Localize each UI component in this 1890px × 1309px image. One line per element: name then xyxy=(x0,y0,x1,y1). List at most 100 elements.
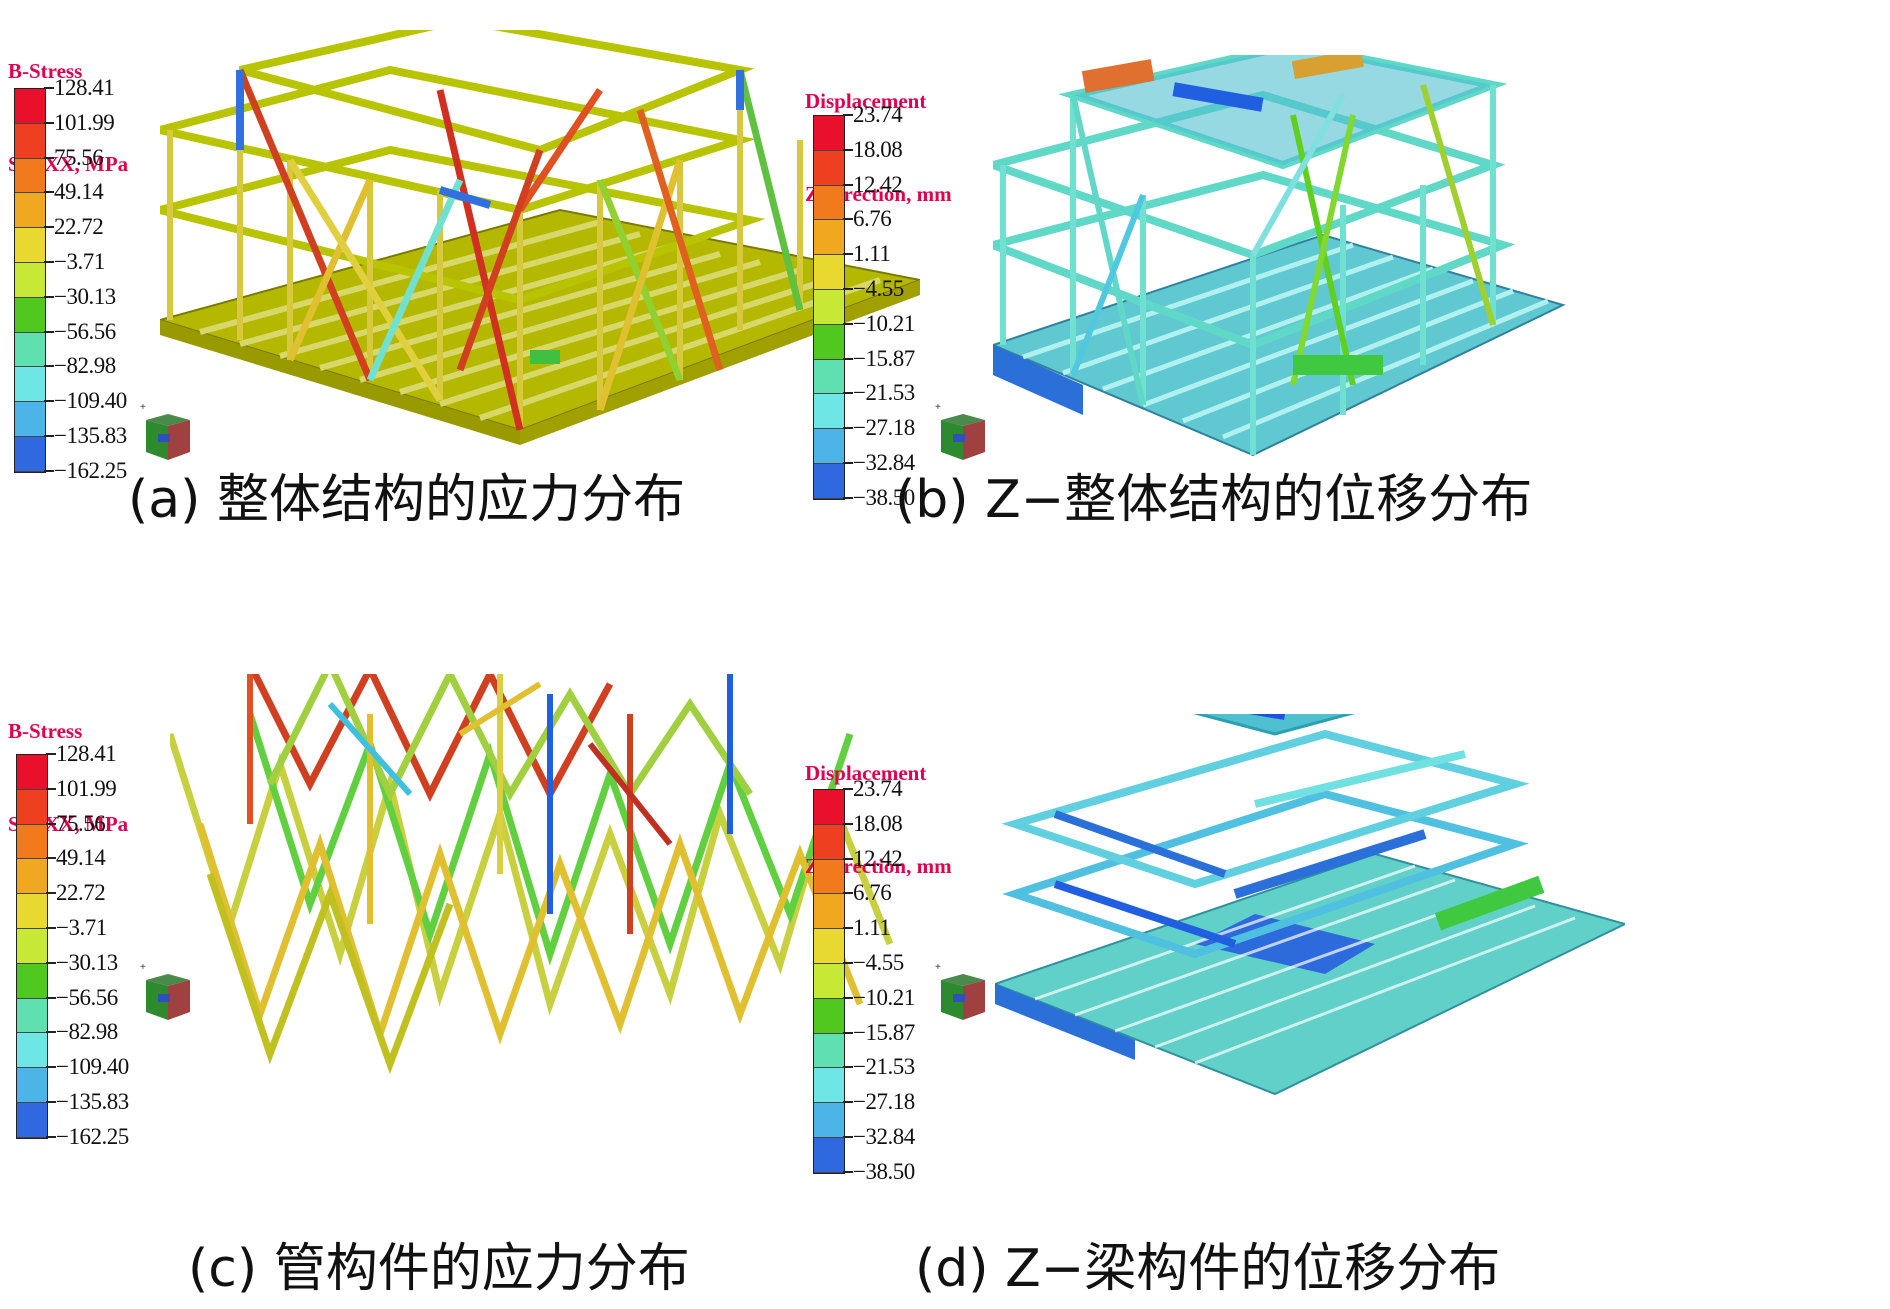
legend-tick xyxy=(46,787,56,790)
legend-tick-label: 12.42 xyxy=(853,171,903,197)
legend-tick xyxy=(46,1031,56,1034)
legend-swatch xyxy=(814,1033,844,1069)
legend-swatch xyxy=(814,394,844,430)
legend-tick xyxy=(843,148,853,151)
legend-tick xyxy=(44,87,54,89)
legend-tick-label: 128.41 xyxy=(54,75,115,100)
panel-caption: (b) Z−整体结构的位移分布 xyxy=(895,470,1533,530)
legend-tick-label: 12.42 xyxy=(853,845,903,871)
legend-tick xyxy=(44,226,54,229)
legend-tick-label: 75.56 xyxy=(56,810,106,836)
tube-members-stress xyxy=(170,674,894,1075)
legend-tick xyxy=(843,427,853,430)
legend-tick-label: 128.41 xyxy=(56,741,117,766)
legend-swatch xyxy=(814,185,844,221)
legend-tick xyxy=(843,496,853,499)
orientation-cube-icon: + xyxy=(140,402,190,460)
legend-tick-label: −30.13 xyxy=(56,949,118,975)
legend-tick-label: 22.72 xyxy=(54,214,104,240)
legend-color-bar xyxy=(813,789,845,1174)
legend-tick-label: −27.18 xyxy=(853,1089,915,1115)
panel-caption: (d) Z−梁构件的位移分布 xyxy=(915,1239,1501,1299)
legend-tick-label: −109.40 xyxy=(56,1054,129,1080)
legend-swatch xyxy=(15,297,45,333)
legend-swatch xyxy=(17,1033,47,1069)
legend-tick-label: −21.53 xyxy=(853,1054,915,1080)
legend-tick-label: −162.25 xyxy=(56,1123,129,1149)
legend-tick-label: 49.14 xyxy=(54,179,104,205)
legend-tick-label: −109.40 xyxy=(54,388,127,414)
legend-tick-label: 18.08 xyxy=(853,136,903,162)
beam-members-displacement xyxy=(995,714,1625,1096)
legend-swatch xyxy=(814,1068,844,1104)
legend-tick-label: −162.25 xyxy=(54,457,127,483)
legend-tick-label: −27.18 xyxy=(853,415,915,441)
panel-d: Displacement Z-direction, mm 23.74 18.08 1… xyxy=(805,654,1890,1308)
legend-tick xyxy=(44,121,54,124)
legend-swatch xyxy=(814,998,844,1034)
legend-tick-label: −32.84 xyxy=(853,450,915,475)
legend-tick xyxy=(46,1066,56,1069)
legend-tick xyxy=(843,996,853,999)
legend-swatch xyxy=(15,332,45,368)
legend-swatch xyxy=(17,998,47,1034)
legend-swatch xyxy=(814,150,844,186)
legend-tick-label: −10.21 xyxy=(853,984,915,1010)
legend-swatch xyxy=(814,929,844,964)
legend-swatch xyxy=(15,123,45,159)
legend-tick-label: 49.14 xyxy=(56,845,106,871)
legend-tick-label: 23.74 xyxy=(853,776,903,801)
legend-tick-label: 101.99 xyxy=(54,109,115,135)
legend-tick xyxy=(843,962,853,964)
legend-tick-label: −4.55 xyxy=(853,950,904,975)
legend-tick xyxy=(843,218,853,221)
svg-text:+: + xyxy=(140,402,146,413)
legend-tick-label: −82.98 xyxy=(54,353,116,379)
orientation-cube-icon: + xyxy=(935,402,985,460)
legend-tick-label: −10.21 xyxy=(853,310,915,336)
legend-tick-label: 22.72 xyxy=(56,880,106,906)
legend-swatch xyxy=(15,158,45,194)
legend-tick xyxy=(843,857,853,860)
legend-tick-label: 101.99 xyxy=(56,775,117,801)
legend-color-bar xyxy=(813,115,845,500)
legend-tick-label: −56.56 xyxy=(54,318,116,344)
legend-tick xyxy=(44,435,54,437)
legend-swatch xyxy=(15,193,45,229)
legend-swatch xyxy=(814,824,844,860)
legend-swatch xyxy=(814,463,844,499)
legend-tick-label: −3.71 xyxy=(56,915,107,940)
legend-tick-label: −38.50 xyxy=(853,1158,915,1184)
legend-tick xyxy=(46,822,56,825)
legend-tick xyxy=(46,996,56,999)
legend-swatch xyxy=(15,262,45,298)
legend-swatch xyxy=(15,367,45,403)
legend-swatch xyxy=(814,790,844,825)
legend-swatch xyxy=(814,324,844,360)
legend-tick-label: 1.11 xyxy=(853,915,891,941)
legend-tick xyxy=(843,392,853,395)
legend-tick xyxy=(843,927,853,930)
legend-tick-label: −38.50 xyxy=(853,484,915,510)
legend-swatch xyxy=(17,928,47,964)
legend-tick xyxy=(843,1136,853,1138)
legend-swatch xyxy=(15,402,45,437)
legend-tick xyxy=(843,322,853,325)
legend-tick-label: −15.87 xyxy=(853,345,915,371)
legend-tick-label: 18.08 xyxy=(853,810,903,836)
legend-swatch xyxy=(814,289,844,325)
legend-swatch xyxy=(814,859,844,895)
legend-tick-label: −4.55 xyxy=(853,276,904,301)
legend-tick xyxy=(46,961,56,964)
legend-tick xyxy=(44,330,54,333)
legend-tick xyxy=(46,857,56,860)
legend-tick xyxy=(843,114,853,116)
legend-swatch xyxy=(814,894,844,930)
legend-tick xyxy=(843,1170,853,1173)
legend-swatch xyxy=(15,436,45,472)
legend-tick-label: −3.71 xyxy=(54,249,105,274)
legend-title-line1: B-Stress xyxy=(8,59,83,83)
frame-structure-displacement xyxy=(993,55,1566,457)
svg-text:+: + xyxy=(935,962,941,973)
legend-swatch xyxy=(814,359,844,395)
